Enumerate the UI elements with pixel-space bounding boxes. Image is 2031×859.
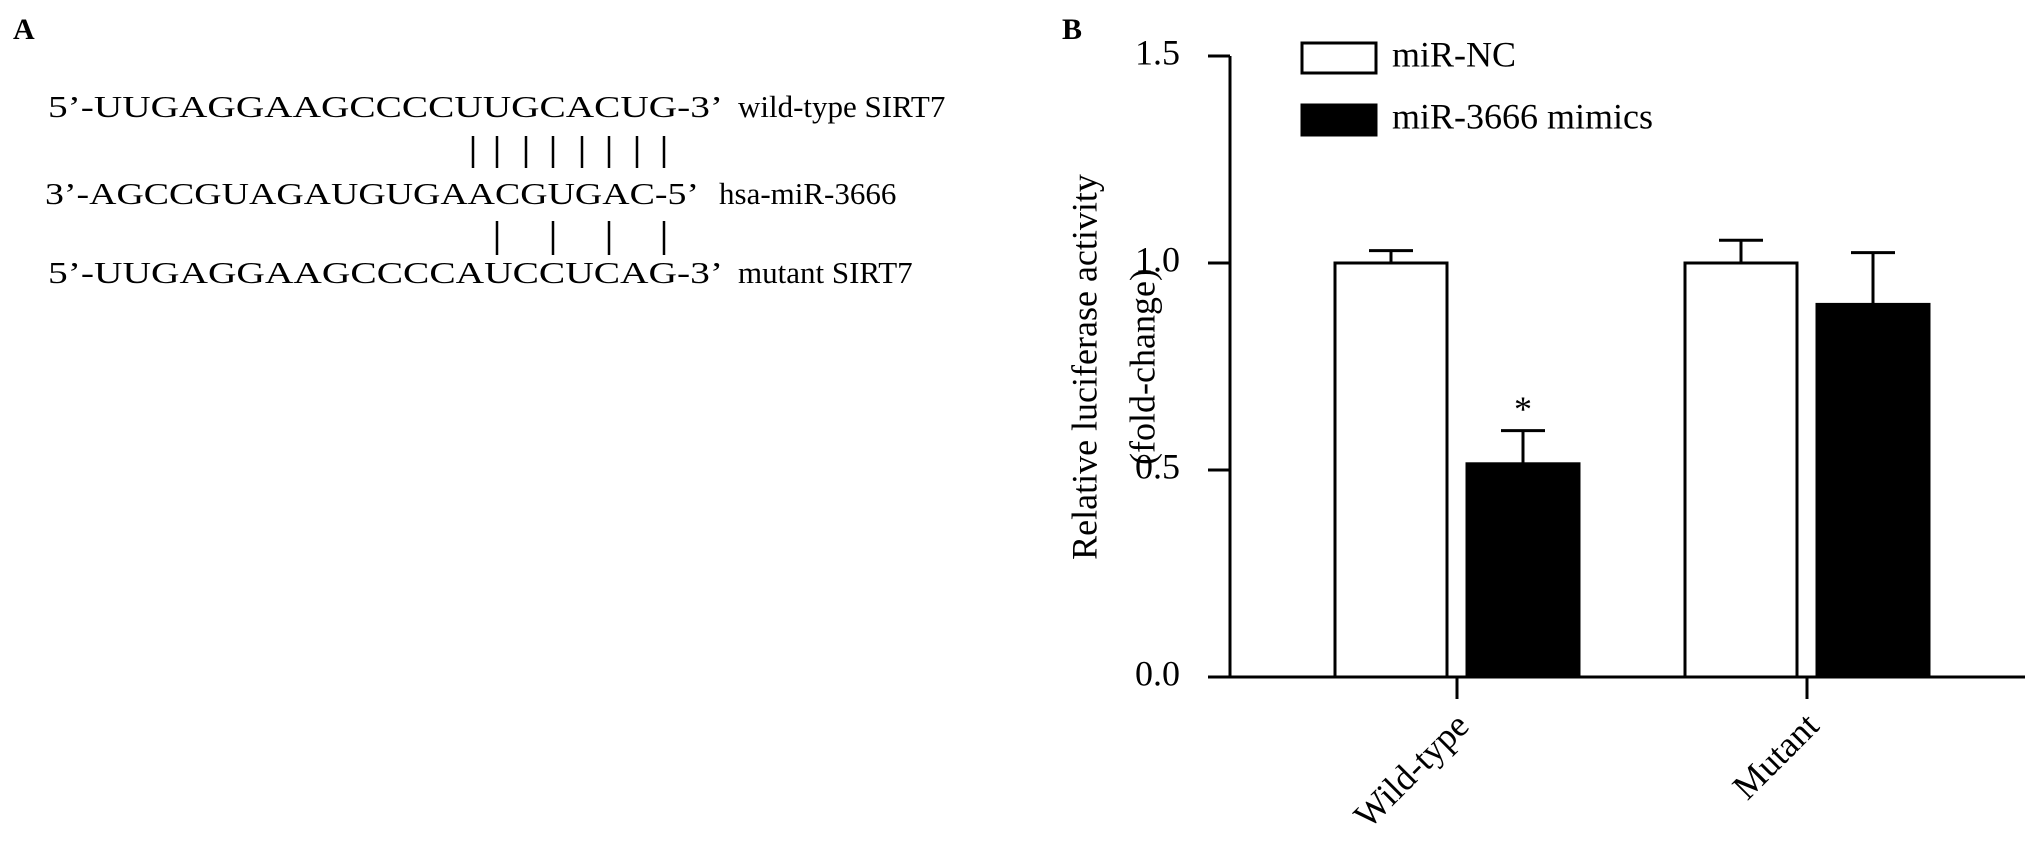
legend-label: miR-NC	[1392, 34, 1516, 74]
panel-label: B	[1062, 13, 1082, 46]
y-axis-label: (fold-change)	[1122, 269, 1162, 465]
bar	[1333, 261, 1449, 679]
legend-swatch	[1300, 103, 1378, 137]
base-pairs	[471, 136, 666, 255]
sequence: 5’-UUGAGGAAGCCCCAUCCUCAG-3’	[48, 255, 723, 290]
sequence-name: wild-type SIRT7	[738, 89, 945, 124]
bar	[1683, 261, 1799, 679]
bar	[1815, 302, 1931, 679]
y-tick-label: 0.5	[1135, 446, 1180, 486]
legend-swatch	[1300, 41, 1378, 75]
y-tick-label: 1.5	[1135, 32, 1180, 72]
bar	[1465, 462, 1581, 679]
annotation: *	[1514, 389, 1532, 429]
x-tick-label: Wild-type	[1346, 705, 1476, 835]
y-tick-label: 0.0	[1135, 653, 1180, 693]
y-axis-label: Relative luciferase activity	[1064, 174, 1104, 560]
sequence-name: mutant SIRT7	[738, 255, 913, 290]
sequence: 5’-UUGAGGAAGCCCCUUGCACUG-3’	[48, 89, 723, 124]
sequence: 3’-AGCCGUAGAUGUGAACGUGAC-5’	[45, 176, 699, 211]
y-tick-label: 1.0	[1135, 239, 1180, 279]
legend-label: miR-3666 mimics	[1392, 96, 1653, 136]
sequence-name: hsa-miR-3666	[719, 176, 896, 211]
panel-label: A	[13, 13, 35, 46]
x-tick-label: Mutant	[1725, 705, 1827, 807]
